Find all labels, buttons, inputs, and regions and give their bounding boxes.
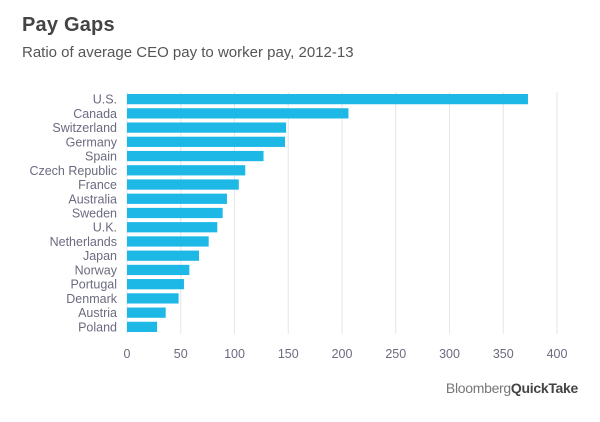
x-tick-label-200: 200 [332,347,353,361]
chart-title: Pay Gaps [22,14,115,36]
brand-logo-part1: Bloomberg [445,380,511,396]
category-label-sweden: Sweden [72,207,117,221]
bar-u-s [127,93,528,105]
x-tick-label-100: 100 [224,347,245,361]
category-label-denmark: Denmark [66,292,117,306]
bar-austria [127,307,166,318]
category-label-spain: Spain [85,150,117,164]
brand-logo: BloombergQuickTake [446,380,578,396]
bar-czech-republic [127,165,246,176]
category-label-norway: Norway [75,263,118,277]
category-label-portugal: Portugal [70,278,117,292]
bar-canada [127,108,349,119]
category-label-australia: Australia [68,192,117,206]
bar-australia [127,193,227,204]
bar-japan [127,250,200,261]
x-tick-label-0: 0 [124,347,131,361]
category-label-poland: Poland [78,320,117,334]
bar-u-k [127,222,218,233]
x-tick-label-150: 150 [278,347,299,361]
bar-france [127,179,239,190]
x-tick-label-400: 400 [547,347,568,361]
category-label-austria: Austria [78,306,117,320]
category-label-czech-republic: Czech Republic [29,164,117,178]
bar-germany [127,136,286,147]
x-tick-label-300: 300 [439,347,460,361]
bar-sweden [127,207,223,219]
chart-subtitle: Ratio of average CEO pay to worker pay, … [22,44,354,61]
category-label-u-s: U.S. [93,93,117,107]
category-label-u-k: U.K. [93,221,117,235]
category-label-switzerland: Switzerland [52,121,117,135]
brand-logo-part2: QuickTake [510,380,578,396]
x-tick-label-250: 250 [385,347,406,361]
bar-portugal [127,279,184,290]
x-tick-label-50: 50 [174,347,188,361]
bar-switzerland [127,122,287,133]
category-label-canada: Canada [73,107,117,121]
category-label-germany: Germany [66,135,118,149]
x-tick-label-350: 350 [493,347,514,361]
bar-poland [127,321,158,333]
category-label-france: France [78,178,117,192]
category-label-japan: Japan [83,249,117,263]
bar-norway [127,264,190,276]
bar-netherlands [127,236,209,247]
bar-denmark [127,293,179,304]
category-label-netherlands: Netherlands [50,235,117,249]
bar-spain [127,150,264,162]
